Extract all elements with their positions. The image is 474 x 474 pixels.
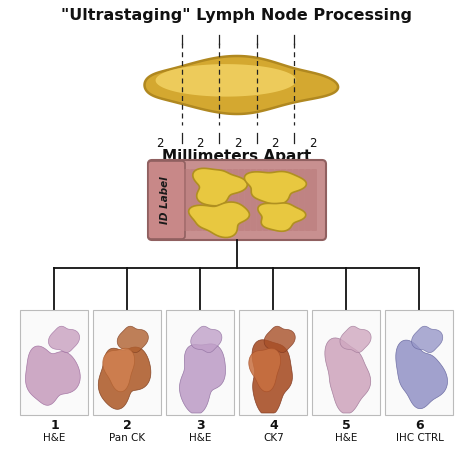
Polygon shape bbox=[252, 340, 292, 413]
Polygon shape bbox=[264, 326, 295, 353]
FancyBboxPatch shape bbox=[293, 169, 299, 231]
FancyBboxPatch shape bbox=[166, 310, 235, 415]
Text: 4: 4 bbox=[269, 419, 278, 432]
FancyBboxPatch shape bbox=[202, 169, 208, 231]
FancyBboxPatch shape bbox=[239, 310, 308, 415]
Polygon shape bbox=[191, 326, 222, 353]
Polygon shape bbox=[117, 326, 148, 353]
Text: 2: 2 bbox=[271, 137, 279, 150]
Text: 1: 1 bbox=[50, 419, 59, 432]
Polygon shape bbox=[325, 338, 371, 413]
Polygon shape bbox=[411, 326, 443, 353]
Text: Pan CK: Pan CK bbox=[109, 433, 146, 443]
Text: 2: 2 bbox=[309, 137, 317, 150]
FancyBboxPatch shape bbox=[232, 169, 238, 231]
Text: IHC CTRL: IHC CTRL bbox=[396, 433, 444, 443]
FancyBboxPatch shape bbox=[238, 169, 245, 231]
FancyBboxPatch shape bbox=[220, 169, 226, 231]
FancyBboxPatch shape bbox=[214, 169, 220, 231]
Text: 3: 3 bbox=[196, 419, 205, 432]
FancyBboxPatch shape bbox=[184, 169, 190, 231]
FancyBboxPatch shape bbox=[385, 310, 454, 415]
FancyBboxPatch shape bbox=[208, 169, 214, 231]
Polygon shape bbox=[26, 346, 80, 405]
FancyBboxPatch shape bbox=[305, 169, 311, 231]
Text: H&E: H&E bbox=[335, 433, 358, 443]
Polygon shape bbox=[103, 348, 135, 392]
FancyBboxPatch shape bbox=[190, 169, 196, 231]
Polygon shape bbox=[180, 344, 226, 413]
FancyBboxPatch shape bbox=[312, 310, 381, 415]
FancyBboxPatch shape bbox=[263, 169, 269, 231]
FancyBboxPatch shape bbox=[148, 161, 185, 239]
Polygon shape bbox=[193, 168, 247, 206]
Polygon shape bbox=[396, 340, 447, 409]
FancyBboxPatch shape bbox=[196, 169, 202, 231]
FancyBboxPatch shape bbox=[274, 169, 281, 231]
Polygon shape bbox=[258, 203, 306, 231]
Polygon shape bbox=[340, 326, 371, 353]
Polygon shape bbox=[245, 172, 306, 204]
Text: CK7: CK7 bbox=[263, 433, 284, 443]
Text: 2: 2 bbox=[156, 137, 164, 150]
Text: Millimeters Apart: Millimeters Apart bbox=[163, 149, 311, 164]
Polygon shape bbox=[249, 348, 281, 392]
Polygon shape bbox=[189, 202, 249, 237]
FancyBboxPatch shape bbox=[299, 169, 305, 231]
Text: "Ultrastaging" Lymph Node Processing: "Ultrastaging" Lymph Node Processing bbox=[62, 8, 412, 23]
Text: 2: 2 bbox=[196, 137, 204, 150]
Polygon shape bbox=[98, 347, 151, 410]
FancyBboxPatch shape bbox=[245, 169, 250, 231]
Text: 5: 5 bbox=[342, 419, 351, 432]
FancyBboxPatch shape bbox=[250, 169, 256, 231]
FancyBboxPatch shape bbox=[281, 169, 287, 231]
Polygon shape bbox=[155, 64, 296, 97]
Text: 2: 2 bbox=[123, 419, 132, 432]
Text: 2: 2 bbox=[234, 137, 242, 150]
FancyBboxPatch shape bbox=[256, 169, 263, 231]
FancyBboxPatch shape bbox=[148, 160, 326, 240]
Text: 6: 6 bbox=[415, 419, 424, 432]
FancyBboxPatch shape bbox=[93, 310, 162, 415]
Text: ID Label: ID Label bbox=[160, 176, 170, 224]
FancyBboxPatch shape bbox=[20, 310, 89, 415]
Polygon shape bbox=[145, 56, 338, 114]
FancyBboxPatch shape bbox=[287, 169, 293, 231]
Text: H&E: H&E bbox=[189, 433, 212, 443]
Text: H&E: H&E bbox=[43, 433, 66, 443]
FancyBboxPatch shape bbox=[226, 169, 232, 231]
FancyBboxPatch shape bbox=[269, 169, 274, 231]
FancyBboxPatch shape bbox=[311, 169, 317, 231]
Polygon shape bbox=[48, 326, 80, 353]
